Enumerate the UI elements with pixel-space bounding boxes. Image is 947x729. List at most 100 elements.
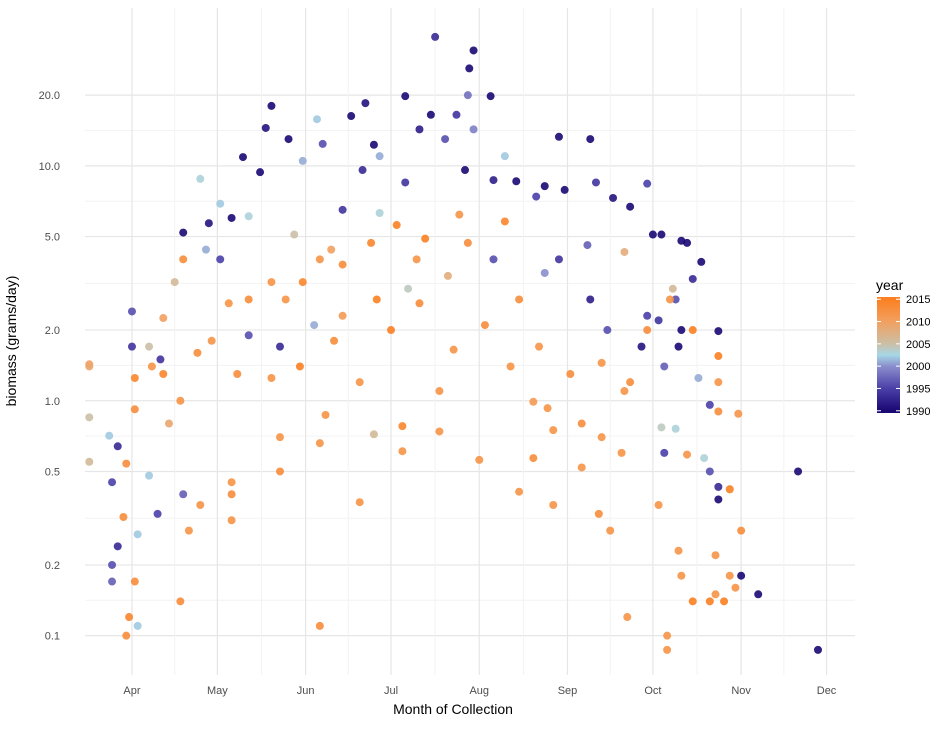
legend-tick-label: 2015	[906, 294, 930, 306]
data-point	[648, 230, 657, 239]
data-point	[455, 210, 464, 219]
x-tick-label: Oct	[644, 685, 661, 697]
data-point	[179, 490, 188, 499]
x-axis-label: Month of Collection	[393, 701, 513, 717]
data-point	[233, 369, 242, 378]
data-point	[657, 423, 666, 432]
data-point	[244, 295, 253, 304]
data-point	[375, 152, 384, 161]
y-tick-label: 0.5	[45, 466, 60, 478]
legend-tick-label: 2000	[906, 361, 930, 373]
data-point	[290, 230, 299, 239]
data-point	[674, 546, 683, 555]
data-point	[216, 199, 225, 208]
data-point	[603, 326, 612, 335]
data-point	[737, 571, 746, 580]
data-point	[392, 221, 401, 230]
data-point	[159, 314, 168, 323]
data-point	[133, 621, 142, 630]
data-point	[127, 307, 136, 316]
data-point	[295, 362, 304, 371]
data-point	[105, 431, 114, 440]
data-point	[355, 498, 364, 507]
data-point	[159, 369, 168, 378]
data-point	[512, 177, 521, 186]
data-point	[714, 407, 723, 416]
data-point	[244, 212, 253, 221]
data-point	[671, 424, 680, 433]
data-point	[700, 454, 709, 463]
data-point	[714, 352, 723, 361]
data-point	[312, 115, 321, 124]
data-point	[506, 362, 515, 371]
data-point	[677, 326, 686, 335]
data-point	[156, 355, 165, 364]
data-point	[529, 397, 538, 406]
data-point	[108, 560, 117, 569]
data-point	[207, 336, 216, 345]
data-point	[404, 284, 413, 293]
data-point	[145, 342, 154, 351]
x-axis-ticks: Apr May Jun Jul Aug Sep Oct Nov Dec	[123, 685, 836, 697]
data-point	[532, 192, 541, 201]
data-point	[711, 551, 720, 560]
data-point	[127, 342, 136, 351]
data-point	[714, 482, 723, 491]
data-point	[321, 410, 330, 419]
legend-tick-label: 2005	[906, 339, 930, 351]
data-point	[179, 255, 188, 264]
grid-lines	[85, 8, 855, 675]
data-point	[412, 255, 421, 264]
data-point	[463, 238, 472, 247]
data-point	[147, 362, 156, 371]
data-point	[369, 430, 378, 439]
data-point	[275, 342, 284, 351]
data-point	[794, 467, 803, 476]
data-point	[298, 156, 307, 165]
data-point	[398, 422, 407, 431]
data-points	[85, 32, 822, 654]
data-point	[586, 295, 595, 304]
data-point	[164, 419, 173, 428]
data-point	[421, 234, 430, 243]
data-point	[133, 530, 142, 539]
data-point	[227, 478, 236, 487]
data-point	[654, 500, 663, 509]
data-point	[657, 230, 666, 239]
data-point	[227, 213, 236, 222]
data-point	[119, 513, 128, 522]
data-point	[540, 182, 549, 191]
data-point	[705, 597, 714, 606]
data-point	[554, 255, 563, 264]
data-point	[617, 448, 626, 457]
data-point	[372, 295, 381, 304]
data-point	[500, 152, 509, 161]
data-point	[435, 387, 444, 396]
data-point	[560, 185, 569, 194]
data-point	[637, 342, 646, 351]
data-point	[489, 176, 498, 185]
data-point	[387, 326, 396, 335]
data-point	[284, 135, 293, 144]
data-point	[714, 378, 723, 387]
x-tick-label: Jun	[297, 685, 315, 697]
data-point	[731, 583, 740, 592]
data-point	[130, 374, 139, 383]
data-point	[489, 255, 498, 264]
data-point	[355, 378, 364, 387]
y-tick-label: 1.0	[45, 396, 60, 408]
data-point	[85, 457, 94, 466]
data-point	[714, 327, 723, 336]
data-point	[347, 112, 356, 121]
data-point	[594, 509, 603, 518]
y-tick-label: 20.0	[39, 90, 60, 102]
data-point	[583, 241, 592, 250]
data-point	[626, 378, 635, 387]
data-point	[130, 405, 139, 414]
data-point	[461, 166, 470, 175]
data-point	[176, 597, 185, 606]
data-point	[475, 455, 484, 464]
data-point	[338, 311, 347, 320]
data-point	[315, 255, 324, 264]
